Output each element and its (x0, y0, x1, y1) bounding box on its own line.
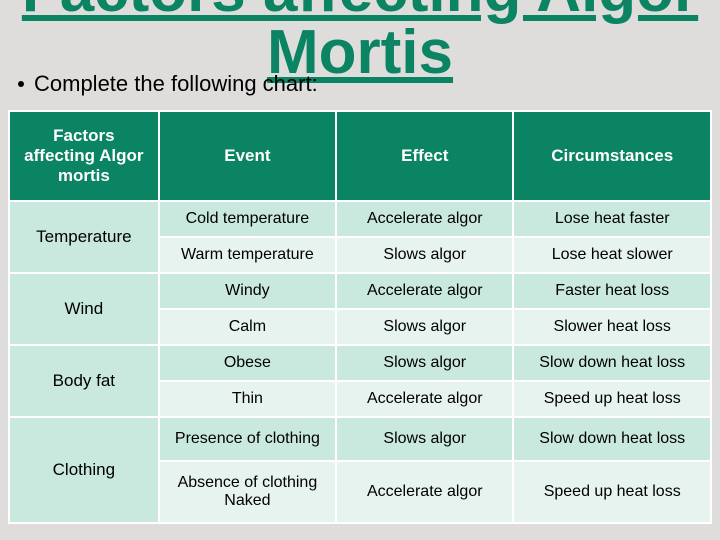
effect-cell: Slows algor (336, 309, 513, 345)
effect-cell: Accelerate algor (336, 461, 513, 523)
effect-cell: Accelerate algor (336, 381, 513, 417)
header-circumstances: Circumstances (513, 111, 711, 201)
factor-cell: Wind (9, 273, 159, 345)
event-cell: Cold temperature (159, 201, 336, 237)
effect-cell: Accelerate algor (336, 201, 513, 237)
table-row: Temperature Cold temperature Accelerate … (9, 201, 711, 237)
circ-cell: Lose heat faster (513, 201, 711, 237)
header-effect: Effect (336, 111, 513, 201)
circ-cell: Slow down heat loss (513, 345, 711, 381)
circ-cell: Slower heat loss (513, 309, 711, 345)
event-cell: Warm temperature (159, 237, 336, 273)
table-row: Body fat Obese Slows algor Slow down hea… (9, 345, 711, 381)
event-cell: Thin (159, 381, 336, 417)
table-header-row: Factors affecting Algor mortis Event Eff… (9, 111, 711, 201)
instruction-line: Complete the following chart: (18, 71, 318, 97)
instruction-text: Complete the following chart: (34, 71, 318, 97)
circ-cell: Slow down heat loss (513, 417, 711, 461)
event-cell: Presence of clothing (159, 417, 336, 461)
circ-cell: Lose heat slower (513, 237, 711, 273)
table-row: Clothing Presence of clothing Slows algo… (9, 417, 711, 461)
event-cell: Obese (159, 345, 336, 381)
event-cell: Calm (159, 309, 336, 345)
factor-cell: Temperature (9, 201, 159, 273)
factors-table: Factors affecting Algor mortis Event Eff… (8, 110, 712, 524)
circ-cell: Speed up heat loss (513, 381, 711, 417)
effect-cell: Slows algor (336, 417, 513, 461)
effect-cell: Accelerate algor (336, 273, 513, 309)
event-cell: Windy (159, 273, 336, 309)
event-cell: Absence of clothing Naked (159, 461, 336, 523)
table-row: Wind Windy Accelerate algor Faster heat … (9, 273, 711, 309)
factor-cell: Body fat (9, 345, 159, 417)
bullet-icon (18, 81, 24, 87)
circ-cell: Speed up heat loss (513, 461, 711, 523)
header-event: Event (159, 111, 336, 201)
header-factors: Factors affecting Algor mortis (9, 111, 159, 201)
factor-cell: Clothing (9, 417, 159, 523)
effect-cell: Slows algor (336, 345, 513, 381)
circ-cell: Faster heat loss (513, 273, 711, 309)
effect-cell: Slows algor (336, 237, 513, 273)
